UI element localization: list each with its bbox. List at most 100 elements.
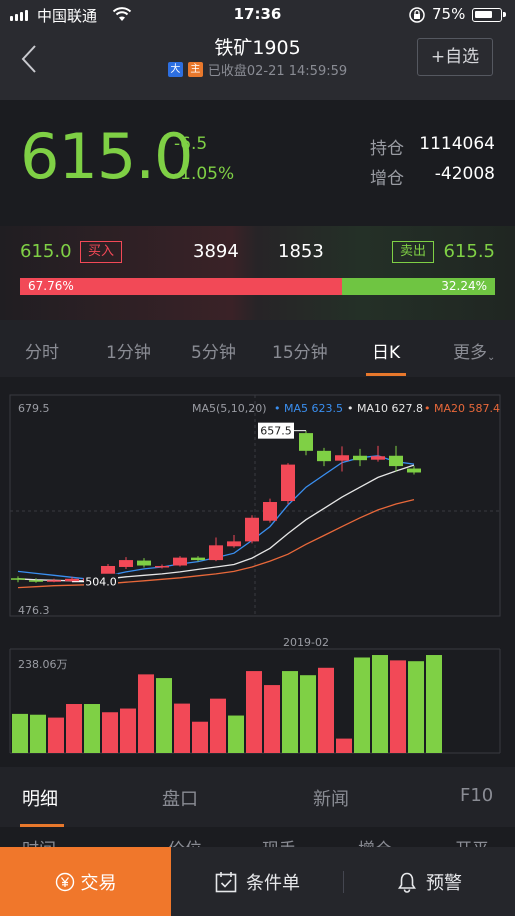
volume-bar [300,675,316,753]
conditional-order-button[interactable]: 条件单 [171,847,343,916]
candle-body [353,455,367,461]
trade-table-header: 时间 价位 现手 增仓 开平 [0,827,515,847]
volume-bar [318,667,334,753]
quote-header: 615.0 -6.5 -1.05% 持仓 1114064 增仓 -42008 [0,100,515,226]
price-change-percent: -1.05% [174,164,235,184]
candle-body [119,560,133,567]
active-tab-indicator [366,373,406,376]
column-time: 时间 [22,835,56,847]
candle-body [191,557,205,561]
kline-chart[interactable]: 679.5 476.3 MA5(5,10,20) • MA5 623.5 • M… [0,377,515,767]
candle-body [263,502,277,521]
volume-bar [156,678,172,753]
volume-bar [66,704,82,753]
open-interest-value: 1114064 [419,134,495,154]
x-axis-tick-label: 2019-02 [283,636,329,649]
candle-body [299,433,313,451]
candle-body [317,450,331,462]
tab-more[interactable]: 更多⌄ [453,338,495,363]
candle-body [137,560,151,566]
tab-5min[interactable]: 5分钟 [191,343,236,363]
max-price-marker [258,422,294,439]
battery-percentage: 75% [432,5,466,23]
tab-f10[interactable]: F10 [460,785,494,806]
candle-body [371,456,385,460]
tab-news[interactable]: 新闻 [313,789,349,810]
tab-more-label: 更多 [453,343,487,363]
sell-ratio: 32.24% [341,278,495,295]
candle-body [47,580,61,582]
oi-change-value: -42008 [434,164,495,184]
chevron-left-icon [21,45,36,73]
bid-price: 615.0 [20,241,72,262]
price-alert-label: 预警 [426,872,462,894]
volume-bar [84,704,100,753]
calendar-check-icon [215,871,237,892]
min-price-marker-text: 504.0 [85,576,117,589]
column-price: 价位 [168,835,202,847]
ma-legend-title: MA5(5,10,20) [192,402,267,415]
clock: 17:36 [233,5,282,23]
ask-volume: 1853 [278,241,324,262]
ask-price: 615.5 [443,241,495,262]
tab-15min[interactable]: 15分钟 [272,343,328,363]
price-change: -6.5 [174,134,208,154]
trade-button[interactable]: 交易 [0,847,171,916]
volume-bar [354,657,370,753]
volume-bar [264,685,280,753]
candle-body [209,545,223,561]
volume-max-label: 238.06万 [18,658,68,671]
price-alert-button[interactable]: 预警 [343,847,515,916]
candle-body [155,565,169,568]
last-price: 615.0 [20,120,193,193]
tab-orderbook[interactable]: 盘口 [162,789,198,810]
bell-icon [398,872,416,893]
volume-bar [228,715,244,753]
candle-body [173,557,187,566]
ask-tag: 卖出 [392,241,434,263]
column-open-close: 开平 [455,835,489,847]
volume-bar [336,738,352,753]
back-button[interactable] [14,42,48,76]
carrier-name: 中国联通 [37,7,98,25]
candle-body [29,580,43,582]
tab-daily[interactable]: 日K [372,343,401,363]
active-detail-tab-indicator [20,824,64,827]
buy-sell-ratio-bar: 67.76% 32.24% [20,278,495,295]
volume-bar [246,671,262,753]
navigation-bar: 铁矿1905 大 主 已收盘02-21 14:59:59 +自选 [0,30,515,100]
volume-bar [174,703,190,753]
page-title: 铁矿1905 [214,37,301,59]
volume-bar [372,655,388,753]
price-low-label: 476.3 [18,604,50,617]
tab-details[interactable]: 明细 [22,789,58,810]
trade-label: 交易 [80,872,117,894]
period-tabs: 分时 1分钟 5分钟 15分钟 日K 更多⌄ [0,320,515,377]
battery-icon [472,8,506,22]
major-contract-badge: 大 [167,62,183,77]
candle-body [227,541,241,547]
tab-intraday[interactable]: 分时 [25,343,59,363]
volume-bar [408,661,424,753]
volume-bar [138,674,154,753]
candle-body [245,517,259,542]
cellular-signal-icon [10,10,28,21]
open-interest-label: 持仓 [370,139,404,159]
close-status-text: 已收盘02-21 14:59:59 [207,64,348,79]
candle-body [335,455,349,461]
volume-bar [48,717,64,753]
volume-bar [120,708,136,753]
column-volume: 现手 [262,835,296,847]
add-to-watchlist-button[interactable]: +自选 [417,38,493,76]
orientation-lock-icon [408,6,426,28]
volume-bar [282,671,298,753]
ma10-line [17,464,415,582]
detail-tabs: 明细 盘口 新闻 F10 [0,767,515,827]
yuan-icon [55,872,74,891]
tab-1min[interactable]: 1分钟 [106,343,151,363]
volume-bar [426,655,442,753]
wifi-icon [112,6,132,26]
price-high-label: 679.5 [18,402,50,415]
order-book: 615.0 买入 3894 1853 卖出 615.5 67.76% 32.24… [0,226,515,320]
oi-change-label: 增仓 [370,169,404,189]
